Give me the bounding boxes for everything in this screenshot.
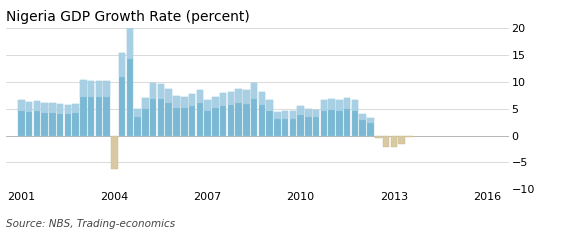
Bar (251, 83, 257, 99)
Bar (103, 81, 110, 136)
Bar (158, 84, 164, 99)
Bar (274, 112, 281, 136)
Bar (352, 100, 358, 111)
Bar (80, 80, 87, 136)
Bar (165, 89, 172, 103)
Bar (49, 103, 55, 136)
Bar (305, 109, 312, 117)
Bar (406, 136, 413, 137)
Bar (189, 94, 195, 106)
Bar (258, 92, 265, 105)
Bar (26, 102, 32, 112)
Bar (189, 94, 195, 136)
Bar (243, 90, 250, 104)
Bar (383, 136, 390, 147)
Bar (204, 100, 211, 136)
Bar (65, 105, 71, 114)
Bar (336, 100, 343, 136)
Bar (111, 136, 118, 169)
Bar (352, 100, 358, 136)
Bar (391, 136, 397, 147)
Bar (135, 109, 141, 136)
Bar (80, 80, 87, 97)
Bar (142, 98, 149, 136)
Bar (328, 99, 335, 110)
Bar (181, 97, 187, 108)
Bar (150, 83, 157, 99)
Bar (34, 101, 40, 111)
Bar (266, 100, 273, 111)
Bar (88, 81, 94, 136)
Bar (313, 110, 320, 136)
Bar (18, 100, 24, 136)
Bar (41, 103, 48, 112)
Bar (398, 136, 405, 144)
Bar (313, 110, 320, 117)
Bar (220, 94, 227, 136)
Bar (119, 52, 125, 136)
Bar (34, 101, 40, 136)
Bar (243, 90, 250, 136)
Bar (360, 114, 366, 120)
Bar (212, 97, 218, 108)
Bar (321, 100, 327, 111)
Bar (290, 111, 296, 136)
Text: Source: NBS, Trading-economics: Source: NBS, Trading-economics (6, 219, 175, 229)
Bar (251, 83, 257, 136)
Text: Nigeria GDP Growth Rate (percent): Nigeria GDP Growth Rate (percent) (6, 10, 250, 24)
Bar (204, 100, 211, 111)
Bar (266, 100, 273, 136)
Bar (158, 84, 164, 136)
Bar (228, 92, 234, 136)
Bar (103, 81, 110, 97)
Bar (305, 109, 312, 136)
Bar (142, 98, 149, 109)
Bar (65, 105, 71, 136)
Bar (282, 111, 288, 119)
Bar (235, 89, 242, 136)
Bar (135, 109, 141, 117)
Bar (290, 111, 296, 119)
Bar (57, 104, 64, 114)
Bar (57, 104, 64, 136)
Bar (173, 96, 180, 136)
Bar (95, 81, 102, 136)
Bar (298, 106, 304, 136)
Bar (360, 114, 366, 136)
Bar (49, 103, 55, 113)
Bar (321, 100, 327, 136)
Bar (344, 98, 350, 109)
Bar (344, 98, 350, 136)
Bar (95, 81, 102, 97)
Bar (375, 136, 381, 138)
Bar (274, 112, 281, 119)
Bar (127, 26, 133, 136)
Bar (173, 96, 180, 108)
Bar (165, 89, 172, 136)
Bar (282, 111, 288, 136)
Bar (197, 90, 203, 103)
Bar (18, 100, 24, 111)
Bar (220, 94, 227, 106)
Bar (88, 81, 94, 97)
Bar (41, 103, 48, 136)
Bar (336, 100, 343, 111)
Bar (228, 92, 234, 105)
Bar (150, 83, 157, 136)
Bar (127, 26, 133, 59)
Bar (367, 118, 374, 136)
Bar (72, 104, 79, 136)
Bar (26, 102, 32, 136)
Bar (367, 118, 374, 123)
Bar (197, 90, 203, 136)
Bar (72, 104, 79, 113)
Bar (298, 106, 304, 115)
Bar (258, 92, 265, 136)
Bar (328, 99, 335, 136)
Bar (181, 97, 187, 136)
Bar (119, 52, 125, 77)
Bar (212, 97, 218, 136)
Bar (235, 89, 242, 103)
